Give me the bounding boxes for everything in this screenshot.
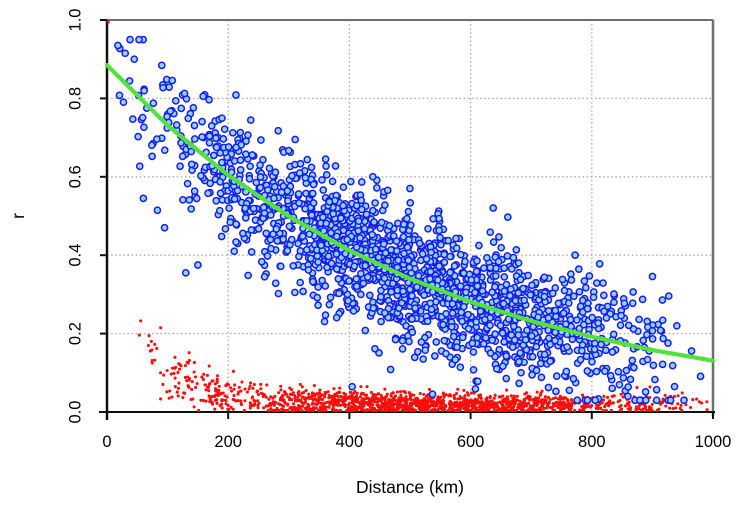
y-tick-label: 0.6 bbox=[66, 165, 84, 188]
x-tick-label: 1000 bbox=[695, 433, 732, 451]
x-tick-label: 200 bbox=[214, 433, 242, 451]
data-series bbox=[104, 20, 716, 412]
x-tick-label: 600 bbox=[457, 433, 485, 451]
grid-lines bbox=[107, 19, 714, 412]
y-tick-label: 0.2 bbox=[66, 322, 84, 345]
x-tick-label: 0 bbox=[102, 433, 111, 451]
y-tick-label: 1.0 bbox=[66, 9, 84, 32]
blue-points bbox=[114, 35, 705, 405]
axis-tick-labels: 0 200 400 600 800 1000 0.0 0.2 0.4 0.6 0.8 1.0 bbox=[66, 9, 731, 451]
y-tick-label: 0.8 bbox=[66, 87, 84, 110]
y-axis-title: r bbox=[8, 213, 28, 219]
x-tick-label: 800 bbox=[578, 433, 606, 451]
x-tick-label: 400 bbox=[336, 433, 364, 451]
y-tick-label: 0.0 bbox=[66, 401, 84, 424]
y-tick-label: 0.4 bbox=[66, 244, 84, 267]
plot-box bbox=[99, 19, 715, 420]
x-axis-title: Distance (km) bbox=[356, 477, 464, 497]
fit-line bbox=[104, 62, 716, 363]
axis-ticks bbox=[100, 19, 714, 419]
